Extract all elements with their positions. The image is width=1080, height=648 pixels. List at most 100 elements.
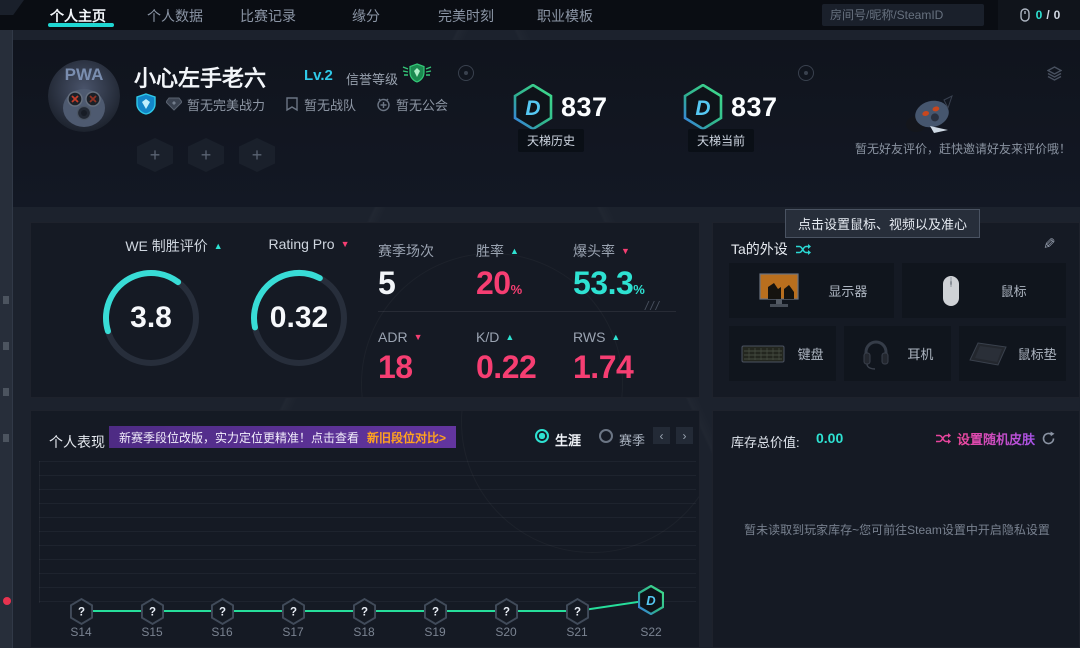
stats-divider (378, 311, 676, 312)
mouse-device-icon (1019, 7, 1030, 22)
sleeping-character-image (900, 88, 956, 139)
season-rank-badge: ? (353, 597, 376, 630)
svg-text:?: ? (503, 606, 510, 618)
trend-down-icon: ▼ (413, 331, 423, 342)
random-skin-link[interactable]: 设置随机皮肤 (935, 429, 1056, 448)
season-label: S20 (495, 625, 517, 639)
season-label: S19 (424, 625, 446, 639)
logo-fragment (0, 0, 24, 15)
svg-text:?: ? (574, 606, 581, 618)
chevron-right-icon[interactable]: › (676, 427, 693, 444)
radio-career[interactable] (535, 429, 549, 443)
gear-label: 耳机 (907, 347, 934, 362)
add-badge-slot[interactable]: + (188, 138, 224, 172)
stat-rws: RWS ▲ 1.74 (573, 329, 634, 385)
radio-career-label[interactable]: 生涯 (555, 433, 582, 448)
add-badge-slot[interactable]: + (239, 138, 275, 172)
ladder-history-label: 天梯历史 (518, 129, 585, 152)
season-rank-badge: ? (282, 597, 305, 630)
svg-text:?: ? (219, 606, 226, 618)
gear-label: 鼠标 (1000, 284, 1027, 299)
edit-icon[interactable]: ✎ (1043, 236, 1056, 253)
gauge-we: 3.8 (99, 266, 203, 370)
season-label: S22 (640, 625, 662, 639)
guild-tag: 暂无公会 (376, 95, 448, 114)
season-label: S17 (282, 625, 304, 639)
rank-shield-icon (136, 93, 156, 115)
mousepad-icon (969, 341, 1008, 366)
radio-season-label[interactable]: 赛季 (619, 433, 646, 448)
refresh-icon[interactable] (1041, 431, 1056, 446)
gear-card-headset[interactable]: 耳机 (844, 326, 951, 381)
tab-match-history[interactable]: 比赛记录 (240, 8, 296, 24)
svg-text:?: ? (290, 606, 297, 618)
target-decoration-icon (798, 65, 814, 81)
ladder-current-label: 天梯当前 (688, 129, 755, 152)
radio-season[interactable] (599, 429, 613, 443)
team-flag-icon (286, 96, 298, 111)
search-box[interactable] (822, 4, 987, 26)
chart-grid (39, 461, 696, 603)
online-counter[interactable]: 0 / 0 (998, 0, 1080, 30)
stat-kd: K/D ▲ 0.22 (476, 329, 537, 385)
stat-adr: ADR ▼ 18 (378, 329, 423, 385)
avatar-image: PWA (48, 60, 120, 132)
gear-label: 键盘 (797, 347, 824, 362)
mouse-icon (943, 275, 960, 306)
reputation-badge-icon (402, 62, 432, 89)
inventory-empty-text: 暂未读取到玩家库存~您可前往Steam设置中开启隐私设置 (744, 523, 1050, 537)
peripherals-title: Ta的外设 (731, 239, 811, 259)
notification-dot (3, 597, 11, 605)
counter-total: 0 (1053, 8, 1061, 22)
search-input[interactable] (828, 7, 987, 23)
season-banner: 新赛季段位改版，实力定位更精准！点击查看 新旧段位对比> (109, 426, 457, 448)
gear-card-monitor[interactable]: 显示器 (729, 263, 894, 318)
perfect-power-tag: 暂无完美战力 (166, 95, 265, 114)
guild-icon (377, 98, 390, 111)
tab-personal-data[interactable]: 个人数据 (147, 8, 203, 24)
diamond-icon (166, 97, 182, 111)
gear-card-mousepad[interactable]: 鼠标垫 (959, 326, 1066, 381)
tab-fate[interactable]: 缘分 (352, 8, 380, 24)
season-label: S18 (353, 625, 375, 639)
tab-perfect-moment[interactable]: 完美时刻 (438, 8, 494, 24)
performance-panel: 个人表现 新赛季段位改版，实力定位更精准！点击查看 新旧段位对比> 生涯 赛季 … (30, 410, 700, 648)
profile-header: PWA 小心左手老六 Lv.2 信誉等级 暂无完美战力 (12, 40, 1080, 207)
gear-card-mouse[interactable]: 鼠标 (902, 263, 1066, 318)
chevron-left-icon[interactable]: ‹ (653, 427, 670, 444)
layers-icon[interactable] (1046, 66, 1063, 86)
season-rank-badge: ? (211, 597, 234, 630)
friend-review-empty-text: 暂无好友评价，赶快邀请好友来评价哦！ (854, 142, 1071, 156)
peripherals-panel: Ta的外设 ✎ 显示器 鼠 (712, 222, 1080, 398)
add-badge-slot[interactable]: + (137, 138, 173, 172)
shuffle-icon[interactable] (795, 243, 811, 256)
rank-grade: D (525, 97, 540, 120)
left-sidebar-edge[interactable] (0, 30, 13, 648)
gear-card-keyboard[interactable]: 键盘 (729, 326, 836, 381)
performance-title: 个人表现 (49, 434, 105, 450)
tab-pro-template[interactable]: 职业模板 (537, 8, 593, 24)
keyboard-icon (741, 345, 785, 362)
season-label: S14 (70, 625, 92, 639)
random-skin-label: 设置随机皮肤 (957, 429, 1035, 448)
avatar[interactable]: PWA (48, 60, 120, 132)
tab-home[interactable]: 个人主页 (50, 8, 106, 24)
active-tab-underline (48, 23, 114, 27)
sidebar-fragment (3, 342, 9, 350)
rank-grade: D (695, 97, 710, 120)
ladder-current-badge: D 837 (683, 84, 778, 130)
gauge-we-value: 3.8 (130, 301, 172, 334)
gear-label: 显示器 (828, 284, 868, 299)
player-level: Lv.2 (304, 67, 333, 84)
banner-text: 新赛季段位改版，实力定位更精准！点击查看 (119, 430, 360, 445)
counter-separator: / (1046, 8, 1050, 22)
svg-text:?: ? (78, 606, 85, 618)
trend-up-icon: ▲ (213, 240, 223, 251)
trend-up-icon: ▲ (505, 331, 515, 342)
stats-panel: WE 制胜评价 ▲ 3.8 Rating Pro ▼ 0.32 赛季场次 5 胜率 ▲… (30, 222, 700, 398)
stat-headshot: 爆头率 ▼ 53.3% (573, 243, 645, 301)
stat-matches: 赛季场次 5 (378, 243, 434, 301)
rank-compare-link[interactable]: 新旧段位对比> (367, 430, 447, 445)
slashes-decoration: /// (645, 299, 662, 313)
target-decoration-icon (458, 65, 474, 81)
